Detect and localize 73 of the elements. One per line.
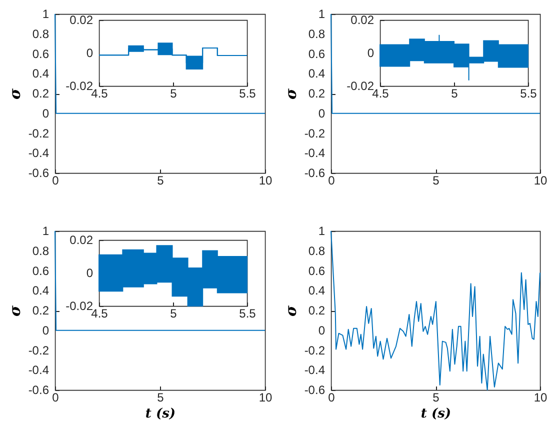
x-tick-label: 0 (328, 174, 336, 188)
y-tick-label: -0.2 (28, 126, 50, 140)
y-tick-label: 0.4 (308, 66, 326, 81)
x-axis-title: t (s) (145, 406, 176, 422)
y-axis-title: σ (6, 88, 24, 100)
y-tick-label: -0.2 (304, 343, 326, 358)
y-tick-label: 0 (318, 106, 326, 120)
x-tick-label: 4.5 (91, 306, 108, 320)
x-tick-label: 10 (258, 174, 272, 188)
x-tick-label: 0 (52, 174, 60, 188)
y-tick-label: 0 (367, 46, 374, 60)
x-tick-label: 0 (52, 390, 60, 404)
y-tick-label: 0.2 (32, 86, 50, 100)
x-tick-label: 5.5 (239, 86, 256, 100)
y-tick-label: 0 (318, 323, 326, 338)
y-tick-label: -0.2 (304, 126, 326, 140)
y-axis-title: σ (282, 88, 300, 100)
y-tick-label: 1 (318, 224, 326, 238)
y-tick-label: -0.02 (346, 79, 374, 93)
y-tick-label: 1 (318, 7, 326, 21)
y-tick-label: -0.4 (304, 363, 326, 378)
line-series (330, 230, 540, 390)
x-tick-label: 10 (534, 174, 548, 188)
x-tick-label: 5.5 (520, 86, 538, 100)
y-tick-label: 0.6 (32, 46, 50, 61)
y-tick-label: 0.2 (308, 304, 326, 318)
y-tick-label: -0.6 (304, 383, 326, 397)
y-tick-label: -0.4 (304, 146, 326, 160)
y-tick-label: 0.6 (308, 46, 326, 61)
y-tick-label: -0.02 (66, 299, 94, 313)
y-tick-label: 0 (86, 46, 94, 60)
y-tick-label: -0.6 (28, 166, 50, 180)
y-tick-label: -0.6 (304, 166, 326, 180)
y-tick-label: 1 (42, 7, 50, 21)
y-tick-label: 0.8 (308, 244, 326, 258)
x-tick-label: 4.5 (372, 86, 390, 100)
y-tick-label: 0.8 (32, 26, 50, 41)
y-tick-label: 0 (42, 106, 50, 120)
x-tick-label: 5 (157, 390, 164, 404)
y-tick-label: 0.4 (308, 284, 326, 298)
x-tick-label: 10 (258, 390, 272, 404)
x-tick-label: 0 (328, 390, 336, 404)
y-tick-label: 0.6 (32, 264, 50, 278)
y-tick-label: -0.6 (28, 383, 50, 397)
y-tick-label: 0.6 (308, 264, 326, 278)
x-tick-label: 5 (432, 390, 440, 404)
y-tick-label: 0.02 (70, 13, 94, 27)
y-tick-label: 0 (42, 323, 50, 338)
y-tick-label: 0.8 (32, 244, 50, 258)
x-tick-label: 5 (451, 86, 458, 100)
x-tick-label: 5.5 (239, 306, 256, 320)
y-tick-label: 0.4 (32, 284, 50, 298)
y-axis-title: σ (282, 304, 300, 317)
y-tick-label: -0.02 (66, 79, 94, 93)
x-tick-label: 4.5 (91, 86, 108, 100)
y-tick-label: 0.02 (70, 233, 94, 247)
y-tick-label: 0.2 (32, 304, 50, 318)
x-tick-label: 5 (157, 174, 164, 188)
y-tick-label: 0.02 (350, 13, 374, 27)
y-axis-title: σ (6, 304, 24, 317)
x-tick-label: 5 (170, 86, 178, 100)
y-tick-label: -0.4 (28, 363, 50, 378)
y-tick-label: 0.4 (32, 66, 50, 81)
y-tick-label: -0.4 (28, 146, 50, 160)
x-tick-label: 5 (170, 306, 178, 320)
y-tick-label: 0.8 (308, 26, 326, 41)
x-axis-title: t (s) (420, 406, 452, 422)
y-tick-label: 0.2 (308, 86, 326, 100)
y-tick-label: 0 (86, 266, 94, 280)
y-tick-label: -0.2 (28, 343, 50, 358)
x-tick-label: 10 (534, 390, 548, 404)
y-tick-label: 1 (42, 224, 50, 238)
x-tick-label: 5 (432, 174, 440, 188)
